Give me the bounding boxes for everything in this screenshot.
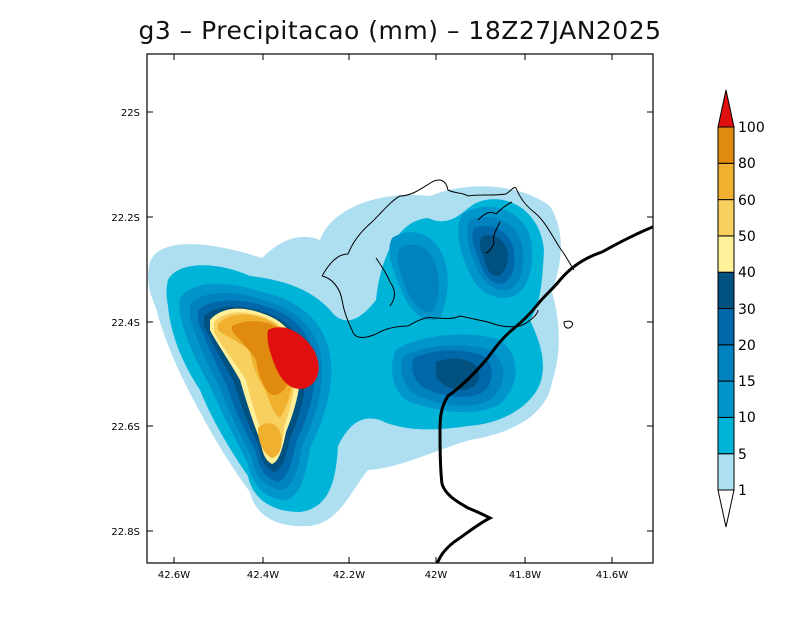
- colorbar-box: [717, 453, 735, 491]
- lat-tick-label: 22.6S: [111, 422, 140, 433]
- colorbar-box: [717, 344, 735, 382]
- lon-axis: 42.6W 42.4W 42.2W 42W 41.8W 41.6W: [158, 570, 628, 581]
- lon-tick-label: 42.2W: [333, 570, 365, 581]
- colorbar-box: [717, 380, 735, 418]
- colorbar-box: [717, 271, 735, 310]
- plot-frame: [146, 53, 654, 564]
- colorbar-label: 30: [738, 302, 756, 318]
- lat-axis: 22S 22.2S 22.4S 22.6S 22.8S: [111, 108, 140, 538]
- colorbar-label: 15: [738, 374, 756, 390]
- lon-tick-label: 42W: [425, 570, 448, 581]
- lon-tick-label: 41.6W: [596, 570, 628, 581]
- colorbar-bottom-triangle: [717, 489, 735, 528]
- colorbar-label: 5: [738, 447, 747, 463]
- contour-level-100: [267, 327, 319, 389]
- lon-tick-label: 42.4W: [247, 570, 279, 581]
- lon-tick-label: 41.8W: [509, 570, 541, 581]
- colorbar-box: [717, 308, 735, 346]
- coastline: [321, 179, 575, 338]
- colorbar-label: 40: [738, 265, 756, 281]
- state-boundary: [435, 225, 653, 563]
- colorbar-label: 50: [738, 229, 756, 245]
- lon-tick-label: 42.6W: [158, 570, 190, 581]
- colorbar-top-triangle: [717, 89, 735, 128]
- precipitation-field: [148, 179, 653, 563]
- colorbar-label: 1: [738, 483, 747, 499]
- colorbar-box: [717, 235, 735, 273]
- colorbar-label: 80: [738, 156, 756, 172]
- colorbar-label: 100: [738, 120, 765, 136]
- colorbar-label: 10: [738, 410, 756, 426]
- lat-tick-label: 22.4S: [111, 318, 140, 329]
- colorbar-label: 20: [738, 338, 756, 354]
- colorbar-box: [717, 416, 735, 455]
- colorbar: 1 5 10 15 20 30 40 50 60 80 100: [717, 89, 765, 528]
- map-title: g3 – Precipitacao (mm) – 18Z27JAN2025: [138, 16, 662, 45]
- colorbar-box: [717, 126, 735, 164]
- lat-tick-label: 22.8S: [111, 527, 140, 538]
- colorbar-box: [717, 162, 735, 201]
- axis-ticks: [147, 54, 653, 563]
- lat-tick-label: 22S: [121, 108, 140, 119]
- lat-tick-label: 22.2S: [111, 213, 140, 224]
- colorbar-box: [717, 199, 735, 237]
- colorbar-label: 60: [738, 193, 756, 209]
